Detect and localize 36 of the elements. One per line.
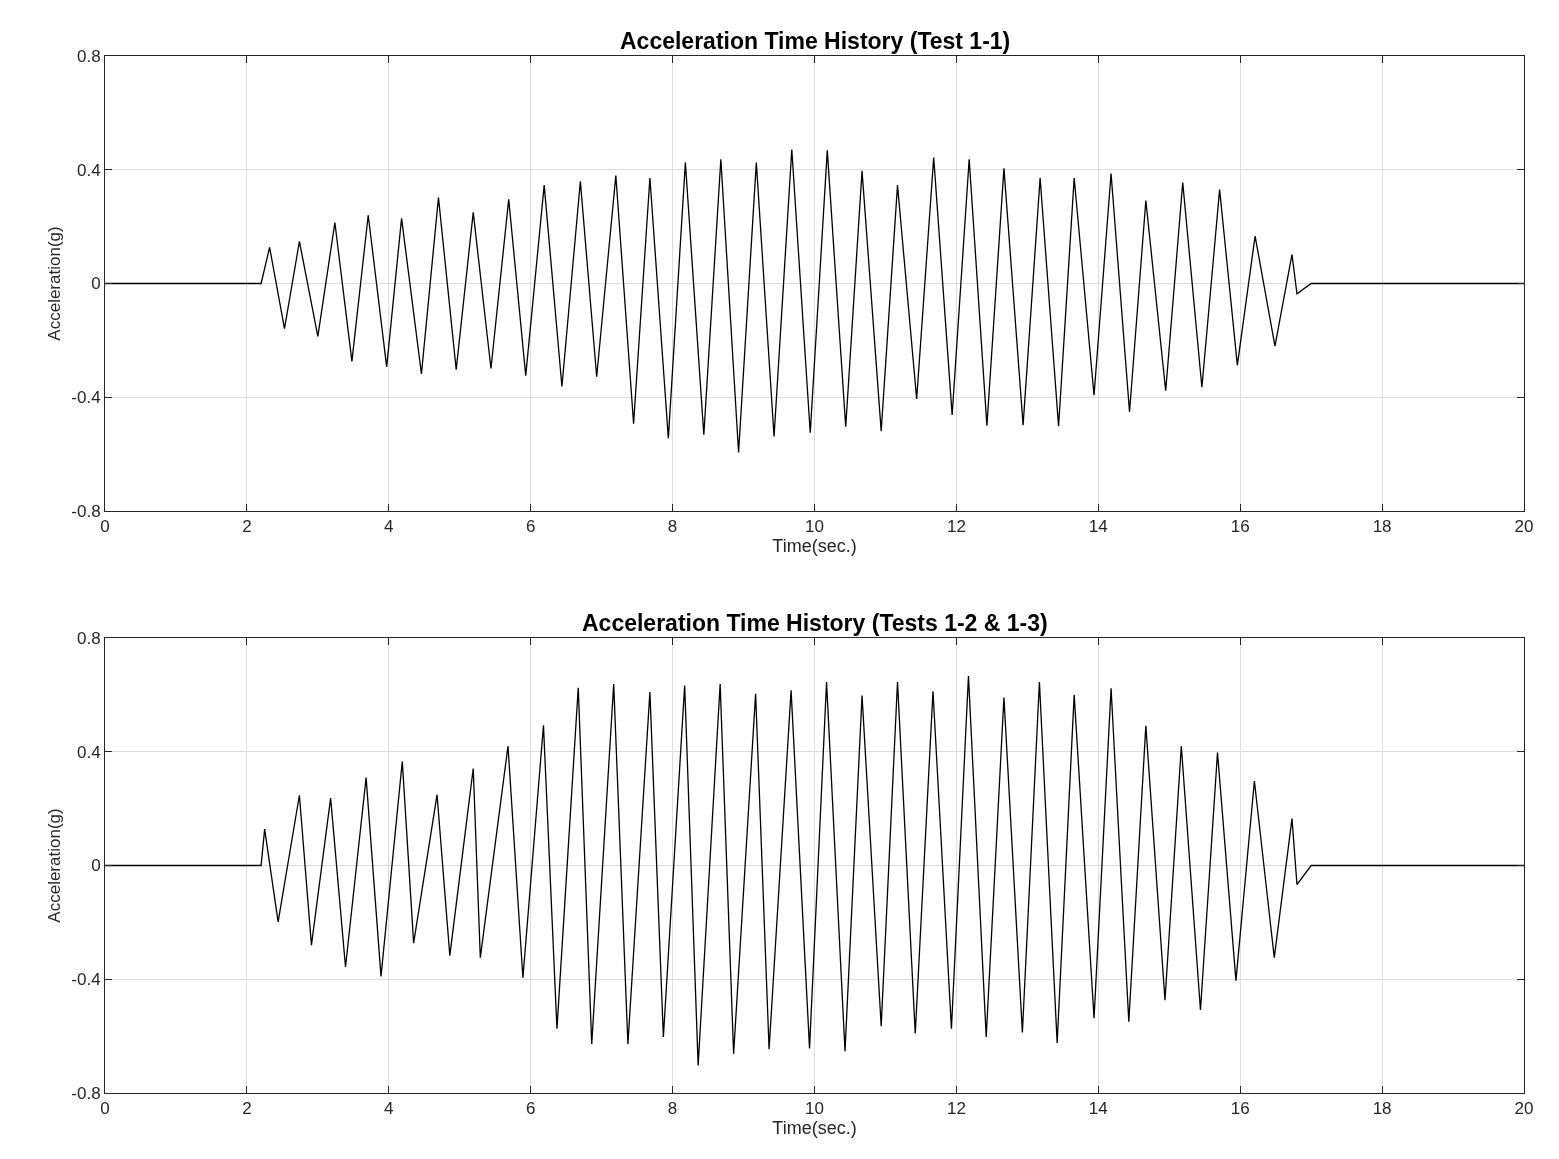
- x-tick-label: 4: [384, 1099, 394, 1119]
- chart-title: Acceleration Time History (Test 1-1): [620, 28, 1011, 54]
- x-tick-label: 10: [805, 517, 824, 537]
- y-tick-label: -0.4: [71, 388, 101, 408]
- x-tick-label: 18: [1372, 517, 1392, 537]
- x-axis-title: Time(sec.): [772, 536, 857, 557]
- x-tick-label: 8: [667, 1099, 678, 1119]
- x-tick-label: 20: [1514, 517, 1534, 537]
- x-tick-label: 14: [1088, 517, 1108, 537]
- x-tick-label: 14: [1088, 1099, 1108, 1119]
- x-tick-label: 12: [946, 517, 966, 537]
- x-tick-label: 6: [525, 517, 536, 537]
- x-tick-label: 2: [242, 1099, 252, 1119]
- x-tick-label: 16: [1230, 1099, 1250, 1119]
- x-tick-label: 20: [1514, 1099, 1534, 1119]
- y-axis-title: Acceleration(g): [44, 226, 64, 341]
- y-tick-label: -0.8: [71, 501, 101, 521]
- x-tick-label: 8: [667, 517, 678, 537]
- y-tick-label: 0: [91, 274, 101, 294]
- x-tick-label: 12: [946, 1099, 966, 1119]
- y-tick-label: 0.8: [76, 628, 101, 648]
- x-tick-label: 10: [805, 1099, 824, 1119]
- x-tick-label: 18: [1372, 1099, 1392, 1119]
- y-tick-label: -0.4: [71, 970, 101, 990]
- y-tick-label: 0.8: [76, 46, 101, 66]
- x-tick-label: 2: [242, 517, 252, 537]
- y-tick-label: 0.4: [76, 160, 101, 180]
- x-tick-label: 4: [384, 517, 394, 537]
- y-axis-title: Acceleration(g): [44, 808, 64, 923]
- y-tick-label: 0.4: [76, 742, 101, 762]
- x-axis-title: Time(sec.): [772, 1118, 857, 1139]
- y-tick-label: 0: [91, 856, 101, 876]
- x-tick-label: 16: [1230, 517, 1250, 537]
- y-tick-label: -0.8: [71, 1083, 101, 1103]
- x-tick-label: 6: [525, 1099, 536, 1119]
- chart-title: Acceleration Time History (Tests 1-2 & 1-3): [582, 610, 1048, 636]
